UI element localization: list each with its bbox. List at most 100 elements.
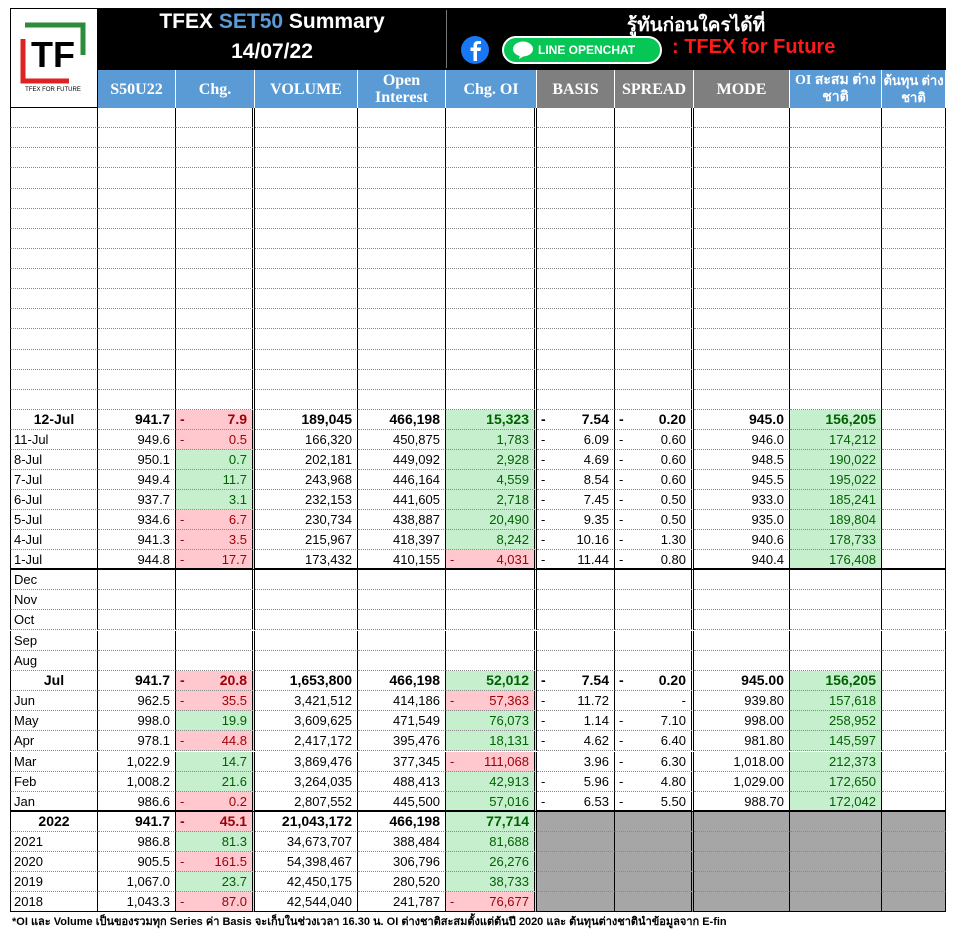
data-cell [615, 168, 694, 189]
value: 7.10 [660, 713, 686, 729]
data-cell [255, 168, 358, 189]
data-cell: 978.1 [98, 731, 176, 752]
sign: - [180, 733, 185, 749]
data-cell: - 8.54 [537, 470, 615, 490]
data-cell [537, 188, 615, 209]
data-cell [882, 470, 946, 490]
data-cell [176, 108, 255, 129]
data-cell: 185,241 [790, 490, 882, 510]
value: 410,155 [393, 552, 440, 567]
data-cell [537, 168, 615, 189]
data-cell: 173,432 [255, 550, 358, 570]
data-cell: 410,155 [358, 550, 446, 570]
row-label: 6-Jul [14, 492, 43, 507]
data-cell: 962.5 [98, 691, 176, 712]
data-cell: 190,022 [790, 450, 882, 470]
value: 441,605 [393, 492, 440, 507]
data-cell: 3.96 [537, 751, 615, 772]
row-label: Aug [14, 652, 38, 668]
data-cell: 445,500 [358, 791, 446, 812]
value: 4,559 [496, 472, 529, 487]
data-cell [615, 148, 694, 169]
value: 3,264,035 [294, 773, 352, 789]
value: 174,212 [829, 432, 876, 447]
data-cell: - 4.69 [537, 450, 615, 470]
data-cell [537, 309, 615, 330]
row-label-cell: Apr [10, 731, 98, 752]
value: 0.2 [228, 793, 247, 809]
data-cell: 26,276 [446, 852, 537, 872]
data-cell [446, 128, 537, 149]
data-cell [790, 208, 882, 229]
data-cell: 23.7 [176, 872, 255, 892]
value: 418,397 [393, 532, 440, 547]
data-cell: 988.70 [694, 791, 790, 812]
value: 395,476 [393, 733, 440, 749]
sign: - [619, 552, 624, 567]
value: 1,008.2 [126, 773, 170, 789]
data-cell [615, 630, 694, 651]
data-cell [255, 369, 358, 390]
data-cell: 243,968 [255, 470, 358, 490]
value: 388,484 [393, 834, 440, 849]
value: 76,677 [489, 894, 529, 909]
value: 23.7 [221, 874, 247, 889]
data-cell [790, 570, 882, 591]
data-cell [615, 349, 694, 370]
data-cell: 81,688 [446, 832, 537, 852]
value: 2,417,172 [294, 733, 352, 749]
value: 466,198 [389, 813, 440, 829]
data-cell [446, 269, 537, 290]
data-cell [537, 349, 615, 370]
data-cell [790, 168, 882, 189]
value: 52,012 [486, 671, 529, 688]
data-cell [694, 369, 790, 390]
sign: - [450, 693, 455, 708]
sign: - [619, 492, 624, 507]
row-label-cell: 2021 [10, 832, 98, 852]
row-label: Sep [14, 632, 38, 648]
data-cell: - 0.50 [615, 510, 694, 530]
row-label-cell: 12-Jul [10, 410, 98, 430]
value: 988.70 [744, 793, 784, 809]
data-cell [882, 228, 946, 249]
value: 21,043,172 [281, 813, 352, 829]
sign: - [180, 512, 185, 527]
sign: - [180, 552, 185, 567]
data-cell: 3,869,476 [255, 751, 358, 772]
data-cell: - 0.80 [615, 550, 694, 570]
data-cell: 466,198 [358, 410, 446, 430]
sign: - [450, 552, 455, 567]
data-cell [358, 610, 446, 631]
value: 20,490 [489, 512, 529, 527]
value: 6.30 [660, 753, 686, 769]
row-label-cell [10, 228, 98, 249]
value: 212,373 [829, 753, 876, 769]
logo-tagline: TFEX FOR FUTURE [25, 87, 81, 93]
data-cell [882, 892, 946, 912]
data-cell: - 111,068 [446, 751, 537, 772]
sign: - [180, 894, 185, 909]
data-cell [255, 389, 358, 410]
data-cell [615, 128, 694, 149]
column-header: S50U22 [98, 70, 176, 108]
data-cell [537, 590, 615, 611]
row-label-cell: 2019 [10, 872, 98, 892]
data-cell: 945.00 [694, 670, 790, 691]
data-cell: 258,952 [790, 711, 882, 732]
data-cell [882, 751, 946, 772]
sign: - [619, 733, 624, 749]
row-label-cell: Oct [10, 610, 98, 631]
data-cell [694, 148, 790, 169]
data-cell: - 7.10 [615, 711, 694, 732]
value: 1,043.3 [126, 894, 170, 909]
value: 81,688 [489, 834, 529, 849]
data-cell: - 44.8 [176, 731, 255, 752]
row-label-cell: 11-Jul [10, 430, 98, 450]
sign: - [541, 432, 546, 447]
data-cell: 212,373 [790, 751, 882, 772]
data-cell [98, 349, 176, 370]
sign: - [541, 532, 546, 547]
data-cell [358, 108, 446, 129]
data-cell: 19.9 [176, 711, 255, 732]
